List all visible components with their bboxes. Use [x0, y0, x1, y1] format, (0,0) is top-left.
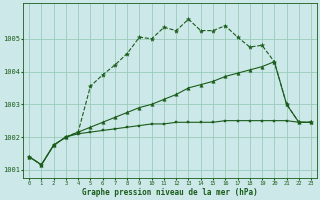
X-axis label: Graphe pression niveau de la mer (hPa): Graphe pression niveau de la mer (hPa) — [82, 188, 258, 197]
